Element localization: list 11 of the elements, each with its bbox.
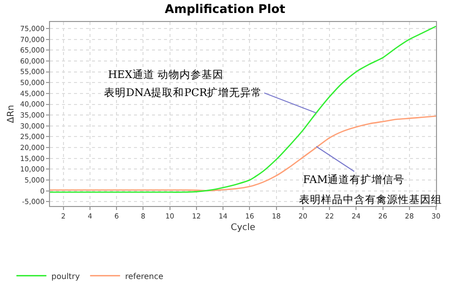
legend-label: poultry	[51, 272, 80, 281]
x-axis-title: Cycle	[230, 223, 256, 234]
annotation: 表明样品中含有禽源性基因组	[299, 193, 442, 206]
legend-label: reference	[125, 272, 164, 281]
line-series	[50, 26, 436, 193]
y-axis-title: ΔRn	[6, 104, 16, 124]
annotation: 表明DNA提取和PCR扩增无异常	[104, 86, 262, 99]
line-series	[50, 116, 436, 192]
chart-title: Amplification Plot	[164, 2, 286, 16]
annotation: HEX通道 动物内参基因	[108, 68, 224, 81]
annotation: FAM通道有扩增信号	[303, 173, 405, 186]
